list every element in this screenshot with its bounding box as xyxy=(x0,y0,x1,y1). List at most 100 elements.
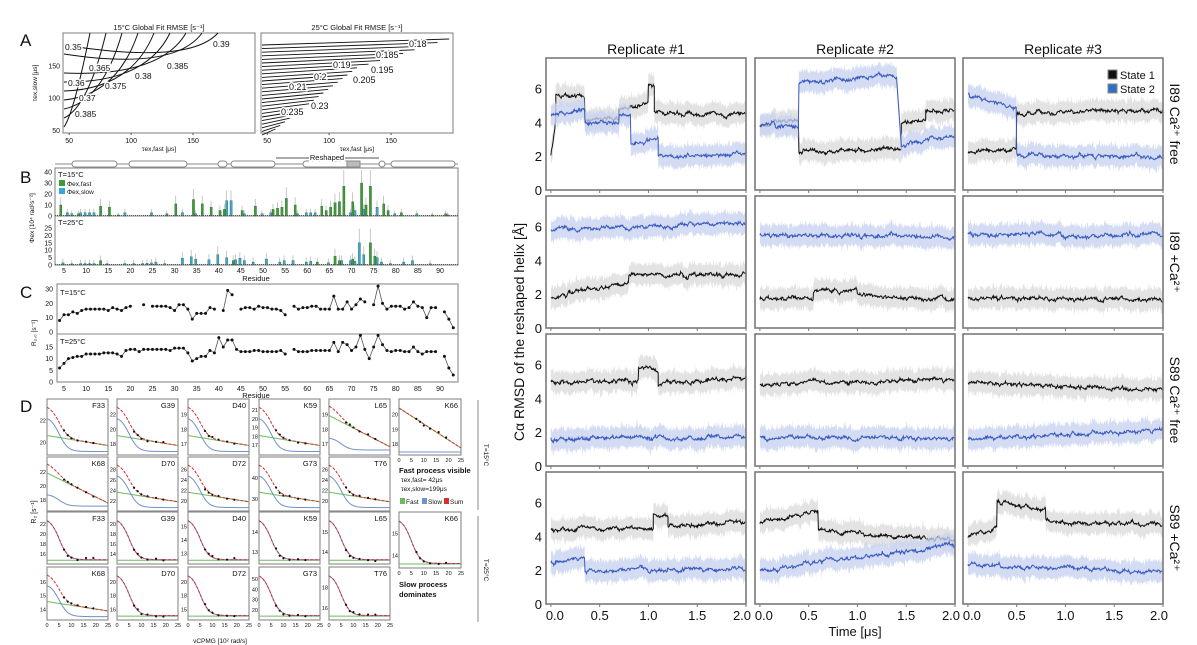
data-point xyxy=(415,417,418,420)
y-tick-label: 17 xyxy=(252,443,258,449)
x-tick-label: 25 xyxy=(175,623,181,629)
y-tick-label: 5 xyxy=(48,255,52,262)
rmsd-panel-r2-c2 xyxy=(754,195,956,331)
data-point xyxy=(422,424,425,427)
data-point xyxy=(70,556,73,559)
plot-frame xyxy=(328,566,391,621)
bar-fast-res-55 xyxy=(285,198,288,217)
x-tick-label: 45 xyxy=(237,386,245,393)
residue-label: K68 xyxy=(92,459,105,468)
y-tick-label: 26 xyxy=(322,467,328,473)
x-tick-label: 5 xyxy=(58,623,61,629)
x-tick-label: 25 xyxy=(458,458,464,464)
contour-level-label: 0.36 xyxy=(68,78,85,88)
bar-slow-res-19 xyxy=(123,212,127,217)
y-tick-label: 50 xyxy=(252,577,258,583)
r20-point-res-92 xyxy=(447,366,451,370)
r20-point-res-40 xyxy=(217,336,221,340)
r20-point-res-4 xyxy=(58,366,62,370)
data-point xyxy=(76,604,79,607)
data-point xyxy=(162,441,165,444)
data-point xyxy=(352,611,355,614)
residue-label: K66 xyxy=(445,514,458,523)
contour-level-label: 0.375 xyxy=(105,81,127,91)
dispersion-subplot-L65: L65 17 18 19 xyxy=(322,398,391,456)
r20-point-res-13 xyxy=(97,307,101,311)
y-tick-label: 30 xyxy=(252,497,258,503)
slow-curve xyxy=(187,575,249,617)
r20-point-res-88 xyxy=(429,350,433,354)
contour-title: 15°C Global Fit RMSE [s⁻¹] xyxy=(113,23,204,32)
bar-slow-res-38 xyxy=(207,259,211,266)
r20-point-res-30 xyxy=(173,346,177,350)
x-tick-label: 2.0 xyxy=(1150,608,1168,623)
x-tick-label: 15 xyxy=(363,623,369,629)
r20-point-res-70 xyxy=(350,349,354,352)
dispersion-subplot-G73: G73 20 30 40 50 0 5 10 15 20 25 xyxy=(252,566,323,629)
plot-frame xyxy=(46,456,109,512)
panel-a-contours: 15°C Global Fit RMSE [s⁻¹] 50 100 150 τex,fa… xyxy=(32,23,458,168)
plot-frame xyxy=(116,511,179,565)
plot-frame xyxy=(328,456,391,512)
state2-band xyxy=(967,217,1163,252)
data-point xyxy=(140,437,143,440)
r20-point-res-44 xyxy=(235,347,239,351)
y-tick-label: 30 xyxy=(45,287,53,294)
sum-curve xyxy=(116,406,179,446)
r20-point-res-89 xyxy=(434,350,438,354)
dispersion-subplot-D40: D40 17 18 19 xyxy=(181,398,250,456)
r20-point-res-63 xyxy=(319,349,323,352)
x-tick-label: 65 xyxy=(326,268,334,275)
r20-point-res-5 xyxy=(62,361,66,365)
r20-point-res-67 xyxy=(336,307,340,311)
x-tick-label: 100 xyxy=(323,138,335,145)
panel-b-bars: T=15°C010203040T=25°C0510152025Φex,fastΦ… xyxy=(29,167,459,283)
data-point xyxy=(203,548,207,551)
sum-curve xyxy=(46,574,109,612)
data-point xyxy=(136,552,139,555)
sum-curve xyxy=(328,575,390,617)
x-tick-label: 10 xyxy=(82,268,90,275)
residue-label: T76 xyxy=(374,459,387,468)
x-tick-label: 0.0 xyxy=(963,608,981,623)
data-point xyxy=(344,486,348,489)
y-axis-label: R₂,₀ [s⁻¹] xyxy=(31,320,38,346)
y-tick-label: 20 xyxy=(40,532,46,538)
state2-line xyxy=(550,433,747,444)
r20-point-res-5 xyxy=(62,313,66,317)
r20-point-res-70 xyxy=(350,307,354,311)
r20-point-res-78 xyxy=(385,349,389,352)
state2-band xyxy=(967,547,1163,588)
y-tick-label: 50 xyxy=(52,128,60,135)
y-tick-label: 18 xyxy=(110,594,116,600)
r20-point-res-12 xyxy=(93,307,97,311)
contour-line xyxy=(261,117,290,125)
data-point xyxy=(154,440,158,443)
x-axis-label: τex,fast [μs] xyxy=(142,146,176,153)
bar-fast-res-68 xyxy=(342,186,346,217)
sum-curve xyxy=(258,575,320,617)
state1-line xyxy=(967,498,1164,538)
r20-point-res-45 xyxy=(239,307,243,311)
x-tick-label: 0.5 xyxy=(591,608,609,623)
contour-line xyxy=(63,32,171,83)
x-tick-label: 55 xyxy=(281,386,289,393)
data-point xyxy=(278,491,281,495)
x-tick-label: 80 xyxy=(392,268,400,275)
data-point xyxy=(282,557,285,560)
bar-fast-res-75 xyxy=(373,255,377,266)
data-point xyxy=(225,614,229,617)
y-tick-label: 40 xyxy=(252,587,258,593)
r20-point-res-75 xyxy=(372,345,376,349)
row-label: T=25°C xyxy=(482,559,490,582)
plot-frame xyxy=(187,398,250,456)
r20-point-res-57 xyxy=(292,347,296,351)
data-point xyxy=(136,433,139,437)
x-tick-label: 25 xyxy=(149,386,157,393)
plot-frame xyxy=(62,32,256,134)
y-tick-label: 22 xyxy=(40,522,46,528)
helix-cylinder xyxy=(230,160,276,168)
contour-line xyxy=(261,99,314,107)
x-axis-label: νCPMG [10² rad/s] xyxy=(193,638,247,645)
row-label: I89 +Ca²⁺ xyxy=(1167,231,1183,292)
